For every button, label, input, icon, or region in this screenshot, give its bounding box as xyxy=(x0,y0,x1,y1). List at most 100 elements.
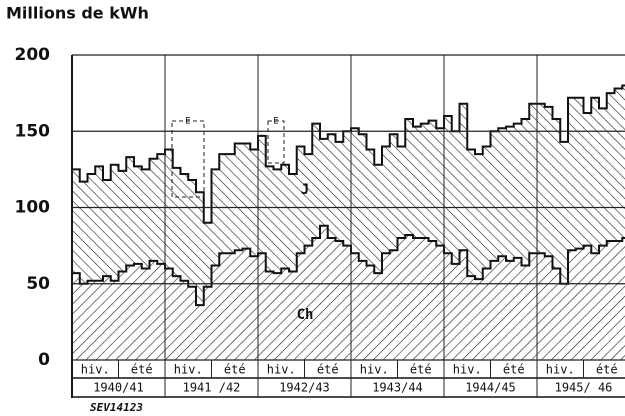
area-step xyxy=(149,260,158,360)
area-step xyxy=(529,103,538,254)
area-step xyxy=(622,238,625,360)
area-step xyxy=(103,276,112,360)
area-step xyxy=(196,192,205,306)
area-step xyxy=(103,180,112,277)
y-tick-label: 150 xyxy=(15,121,51,141)
area-step xyxy=(196,305,205,360)
area-step xyxy=(219,253,228,360)
area-step xyxy=(599,108,608,246)
area-step xyxy=(622,85,625,238)
season-label: été xyxy=(131,363,153,377)
area-step xyxy=(428,120,437,242)
area-step xyxy=(389,134,398,251)
year-label: 1942/43 xyxy=(279,381,330,395)
annotation: E xyxy=(185,117,190,127)
area-step xyxy=(591,97,600,254)
area-step xyxy=(544,106,553,257)
area-step xyxy=(273,169,282,274)
area-step xyxy=(180,173,189,281)
area-step xyxy=(165,268,174,360)
area-step xyxy=(467,276,476,360)
area-step xyxy=(312,238,321,360)
year-label: 1943/44 xyxy=(372,381,423,395)
area-step xyxy=(87,280,96,360)
area-step xyxy=(79,283,88,360)
area-step xyxy=(482,268,491,360)
season-label: hiv. xyxy=(81,363,110,377)
area-step xyxy=(436,128,445,246)
area-step xyxy=(211,169,220,266)
area-step xyxy=(273,273,282,360)
area-step xyxy=(188,286,197,360)
area-step xyxy=(320,225,329,360)
season-label: été xyxy=(224,363,246,377)
year-label: 1940/41 xyxy=(93,381,144,395)
area-step xyxy=(87,173,96,281)
area-step xyxy=(343,245,352,360)
area-step xyxy=(606,241,615,360)
area-step xyxy=(374,164,383,274)
area-step xyxy=(72,169,81,274)
area-step xyxy=(575,248,584,360)
area-step xyxy=(498,256,507,360)
season-label: hiv. xyxy=(360,363,389,377)
series-label: Ch xyxy=(297,307,314,323)
area-step xyxy=(521,119,530,266)
y-tick-label: 200 xyxy=(15,45,51,65)
area-step xyxy=(420,238,429,360)
area-step xyxy=(405,234,414,360)
area-step xyxy=(296,253,305,360)
area-step xyxy=(141,268,150,360)
area-step xyxy=(289,173,298,272)
area-step xyxy=(389,250,398,360)
area-step xyxy=(552,119,561,269)
area-step xyxy=(157,263,166,360)
area-step xyxy=(203,286,212,360)
area-step xyxy=(141,169,150,269)
area-step xyxy=(265,166,274,272)
area-step xyxy=(405,119,414,235)
area-step xyxy=(227,154,236,254)
area-step xyxy=(459,250,468,360)
area-step xyxy=(544,256,553,360)
year-label: 1944/45 xyxy=(465,381,516,395)
area-step xyxy=(281,164,290,269)
area-step xyxy=(312,123,321,238)
area-step xyxy=(289,271,298,360)
area-step xyxy=(95,166,104,281)
area-step xyxy=(180,280,189,360)
area-step xyxy=(110,164,119,281)
area-step xyxy=(188,180,197,287)
area-step xyxy=(304,154,313,246)
area-step xyxy=(382,253,391,360)
area-step xyxy=(498,128,507,257)
area-step xyxy=(118,170,127,272)
annotation: E xyxy=(273,117,278,127)
y-tick-label: 0 xyxy=(38,350,50,370)
year-label: 1941 /42 xyxy=(183,381,241,395)
area-step xyxy=(374,273,383,360)
area-step xyxy=(583,245,592,360)
area-step xyxy=(467,149,476,277)
area-step xyxy=(420,123,429,238)
area-step xyxy=(560,283,569,360)
area-step xyxy=(258,253,267,360)
series-label: J xyxy=(301,182,309,198)
area-step xyxy=(320,138,329,226)
area-step xyxy=(304,245,313,360)
area-step xyxy=(583,112,592,246)
area-step xyxy=(475,279,484,360)
area-step xyxy=(327,134,336,238)
area-step xyxy=(227,253,236,360)
y-tick-label: 50 xyxy=(26,274,50,294)
area-step xyxy=(575,97,584,249)
season-label: hiv. xyxy=(453,363,482,377)
area-step xyxy=(258,135,267,254)
area-step xyxy=(358,134,367,261)
area-step xyxy=(451,131,460,264)
area-step xyxy=(513,123,522,258)
area-step xyxy=(552,268,561,360)
area-step xyxy=(560,141,569,284)
annotation-box xyxy=(267,120,285,164)
area-step xyxy=(428,241,437,360)
